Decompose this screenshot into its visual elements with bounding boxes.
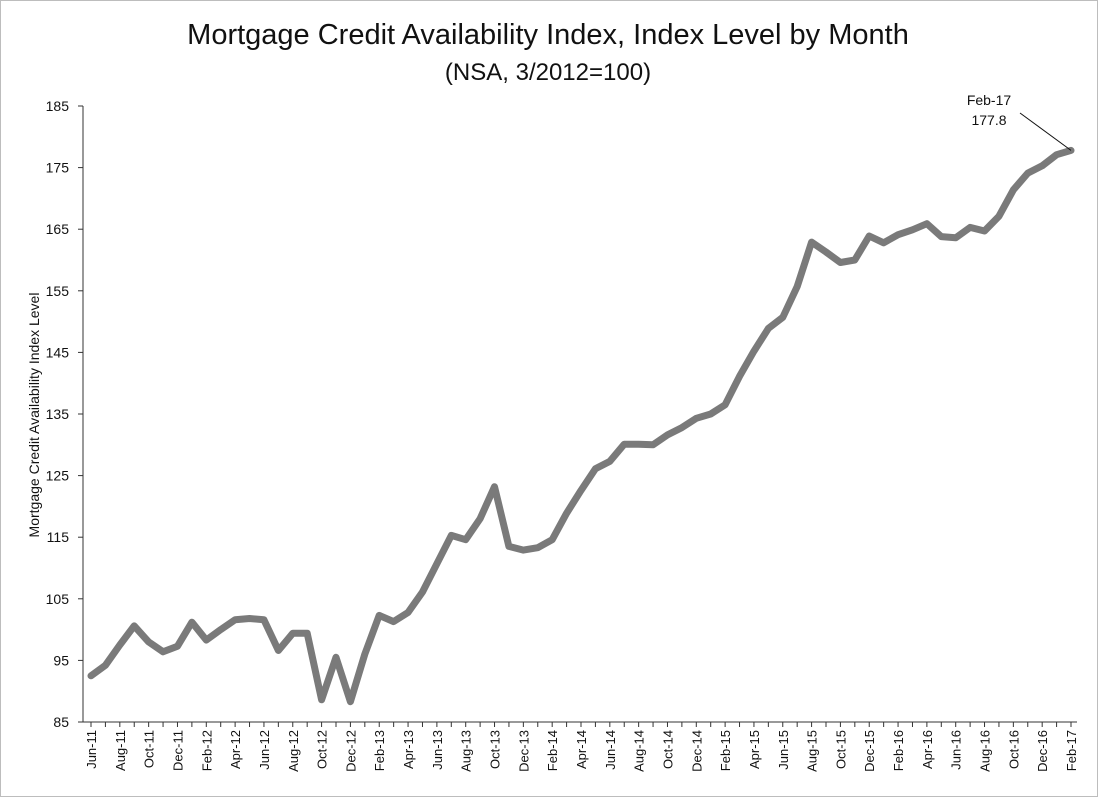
x-tick-label: Aug-13 (459, 730, 474, 772)
x-tick-label: Apr-12 (228, 730, 243, 769)
y-ticks: 85 95 105 115 125 135 145 155 165 175 185 (46, 98, 83, 730)
x-tick-label: Oct-11 (142, 730, 157, 768)
y-tick-label: 175 (46, 160, 70, 176)
x-tick-label: Apr-13 (401, 730, 416, 769)
x-tick-label: Apr-15 (747, 730, 762, 769)
x-tick-label: Aug-11 (113, 730, 128, 771)
x-ticks: Jun-11 Aug-11 Oct-11 Dec-11 Feb-12 Apr-12 Jun-… (84, 722, 1079, 772)
y-tick-label: 145 (46, 344, 70, 360)
y-tick-label: 115 (47, 529, 70, 545)
x-tick-label: Aug-15 (805, 730, 820, 772)
chart-title: Mortgage Credit Availability Index, Inde… (187, 19, 909, 51)
y-tick-label: 155 (46, 283, 70, 299)
x-tick-label: Apr-16 (920, 730, 935, 769)
x-tick-label: Jun-13 (430, 730, 445, 770)
y-tick-label: 95 (53, 652, 69, 668)
x-tick-label: Oct-12 (315, 730, 330, 769)
x-tick-label: Jun-12 (257, 730, 272, 770)
x-tick-label: Dec-11 (170, 730, 185, 771)
y-tick-label: 85 (53, 714, 69, 730)
y-tick-label: 165 (46, 221, 70, 237)
x-tick-label: Aug-16 (978, 730, 993, 772)
x-tick-label: Aug-12 (286, 730, 301, 772)
x-tick-label: Dec-15 (862, 730, 877, 772)
x-tick-label: Dec-13 (516, 730, 531, 772)
annotation-label: Feb-17 (967, 92, 1012, 108)
annotation-leader-line (1019, 112, 1072, 151)
x-tick-label: Apr-14 (574, 730, 589, 769)
x-tick-label: Oct-16 (1006, 730, 1021, 769)
x-tick-label: Oct-13 (488, 730, 503, 769)
y-tick-label: 125 (46, 468, 70, 484)
x-tick-label: Dec-12 (343, 730, 358, 772)
chart-subtitle: (NSA, 3/2012=100) (445, 59, 651, 86)
x-tick-label: Jun-15 (776, 730, 791, 770)
x-tick-label: Feb-14 (545, 730, 560, 771)
y-tick-label: 105 (46, 591, 70, 607)
x-tick-label: Jun-14 (603, 730, 618, 770)
x-tick-label: Feb-16 (891, 730, 906, 771)
x-tick-label: Aug-14 (632, 730, 647, 772)
x-tick-label: Feb-13 (372, 730, 387, 771)
y-tick-label: 185 (46, 98, 70, 114)
series-line (87, 146, 1075, 706)
x-tick-label: Dec-14 (689, 730, 704, 772)
x-tick-label: Dec-16 (1035, 730, 1050, 772)
x-tick-label: Oct-15 (833, 730, 848, 769)
x-tick-label: Oct-14 (660, 730, 675, 769)
x-tick-label: Jun-16 (949, 730, 964, 770)
y-axis-label: Mortgage Credit Availability Index Level (26, 293, 42, 538)
x-tick-label: Jun-11 (84, 730, 99, 769)
x-tick-label: Feb-15 (718, 730, 733, 771)
y-tick-label: 135 (46, 406, 70, 422)
x-tick-label: Feb-17 (1064, 730, 1079, 771)
x-tick-label: Feb-12 (199, 730, 214, 771)
annotation-value: 177.8 (971, 112, 1006, 128)
